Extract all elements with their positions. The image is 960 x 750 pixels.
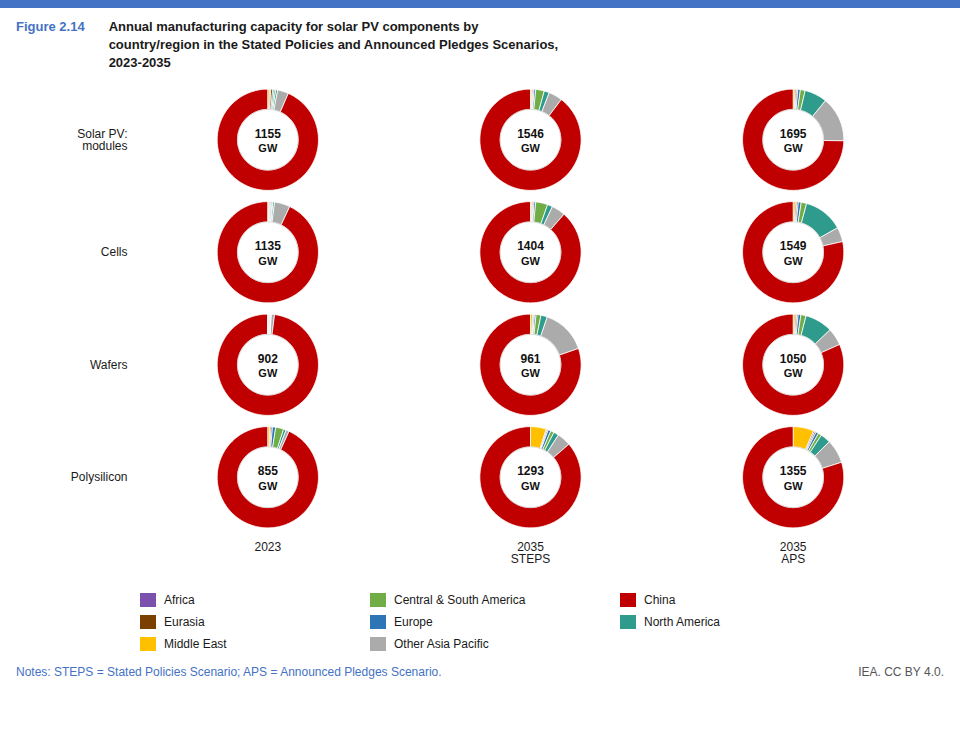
svg-text:Cells: Cells — [101, 245, 128, 259]
svg-text:GW: GW — [258, 367, 278, 379]
svg-text:GW: GW — [521, 254, 541, 266]
svg-text:1155: 1155 — [255, 126, 281, 140]
svg-text:855: 855 — [258, 464, 278, 478]
svg-text:Polysilicon: Polysilicon — [71, 470, 128, 484]
svg-text:1293: 1293 — [517, 464, 544, 478]
svg-text:902: 902 — [258, 351, 278, 365]
html-text:Middle East: Middle East — [164, 636, 227, 651]
svg-text:GW: GW — [258, 479, 278, 491]
html-text:Other Asia Pacific: Other Asia Pacific — [394, 636, 489, 651]
html-text:Annual manufacturing capacity: Annual manufacturing capacity for solar … — [108, 19, 559, 71]
svg-text:GW: GW — [784, 142, 804, 154]
html-text:Notes: STEPS = Stated Policies: Notes: STEPS = Stated Policies Scenario;… — [16, 664, 442, 679]
svg-text:Wafers: Wafers — [90, 357, 128, 371]
svg-text:GW: GW — [521, 367, 541, 379]
svg-text:2023: 2023 — [254, 540, 281, 554]
svg-text:961: 961 — [520, 351, 540, 365]
svg-text:1135: 1135 — [255, 239, 281, 253]
html-text:Eurasia: Eurasia — [164, 614, 205, 629]
svg-text:GW: GW — [784, 254, 804, 266]
html-text:Europe: Europe — [394, 614, 433, 629]
svg-text:1546: 1546 — [517, 126, 544, 140]
svg-text:1695: 1695 — [780, 126, 807, 140]
svg-text:1050: 1050 — [780, 351, 807, 365]
svg-text:GW: GW — [521, 479, 541, 491]
svg-text:1404: 1404 — [517, 239, 544, 253]
html-text:Figure 2.14: Figure 2.14 — [16, 19, 85, 34]
svg-text:GW: GW — [784, 367, 804, 379]
svg-text:Solar PV:modules: Solar PV:modules — [77, 126, 127, 152]
html-text:Africa: Africa — [164, 592, 195, 607]
svg-text:1549: 1549 — [780, 239, 807, 253]
svg-text:1355: 1355 — [780, 464, 807, 478]
html-text:Central & South America: Central & South America — [394, 592, 526, 607]
html-text:IEA. CC BY 4.0.: IEA. CC BY 4.0. — [858, 664, 944, 679]
svg-text:GW: GW — [258, 142, 278, 154]
svg-text:2035APS: 2035APS — [780, 540, 807, 566]
svg-text:GW: GW — [521, 142, 541, 154]
html-text:North America: North America — [644, 614, 720, 629]
svg-text:GW: GW — [784, 479, 804, 491]
html-text:China: China — [644, 592, 676, 607]
svg-text:2035STEPS: 2035STEPS — [511, 540, 550, 566]
svg-text:GW: GW — [258, 254, 278, 266]
